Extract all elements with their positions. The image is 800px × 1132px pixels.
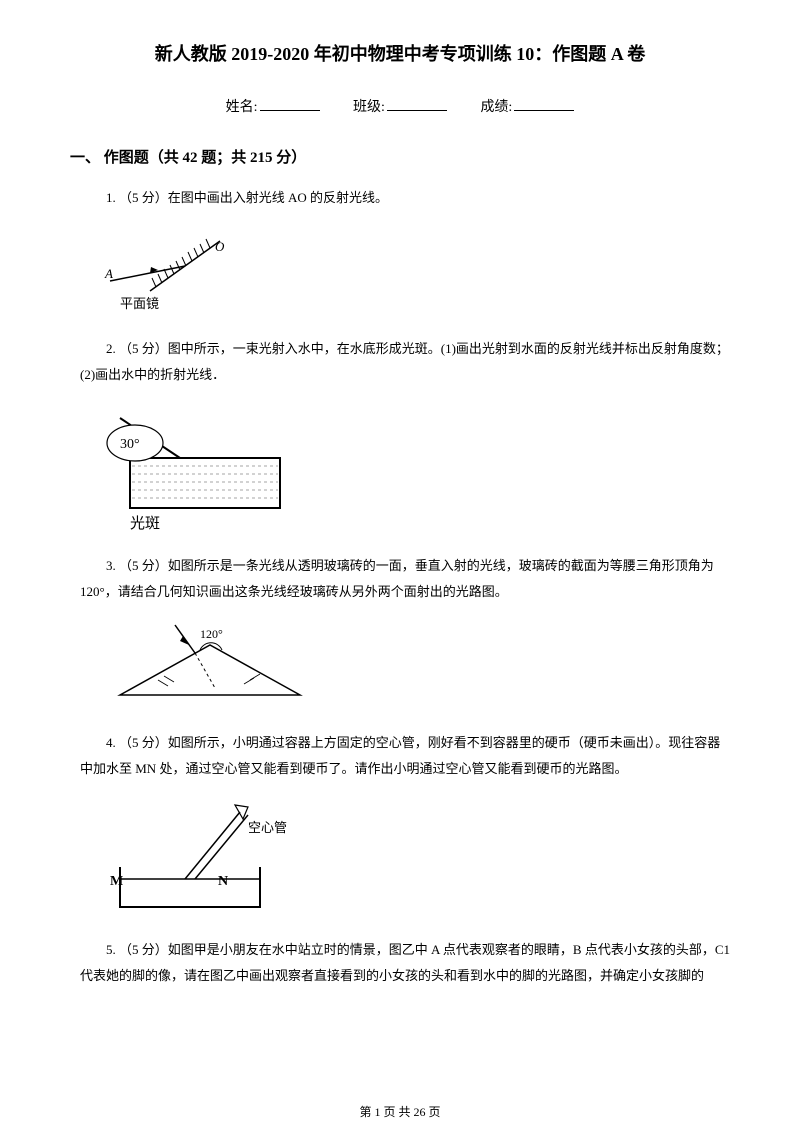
fig4-n: N xyxy=(218,874,228,889)
fig3-angle: 120° xyxy=(200,627,223,641)
question-5: 5. （5 分）如图甲是小朋友在水中站立时的情景，图乙中 A 点代表观察者的眼睛… xyxy=(70,937,730,989)
score-label: 成绩: xyxy=(480,100,512,115)
question-2: 2. （5 分）图中所示，一束光射入水中，在水底形成光斑。(1)画出光射到水面的… xyxy=(70,336,730,388)
fig1-label-a: A xyxy=(104,266,113,281)
fig2-spot: 光斑 xyxy=(130,515,160,532)
page-footer: 第 1 页 共 26 页 xyxy=(0,1103,800,1120)
class-label: 班级: xyxy=(353,100,385,115)
info-line: 姓名: 班级: 成绩: xyxy=(70,96,730,116)
question-3: 3. （5 分）如图所示是一条光线从透明玻璃砖的一面，垂直入射的光线，玻璃砖的截… xyxy=(70,553,730,605)
fig1-label-o: O xyxy=(215,239,225,254)
figure-2: 30° 光斑 xyxy=(100,403,730,533)
question-1: 1. （5 分）在图中画出入射光线 AO 的反射光线。 xyxy=(70,185,730,211)
score-blank xyxy=(514,110,574,111)
question-4: 4. （5 分）如图所示，小明通过容器上方固定的空心管，刚好看不到容器里的硬币（… xyxy=(70,730,730,782)
name-label: 姓名: xyxy=(226,100,258,115)
fig4-m: M xyxy=(110,874,123,889)
fig4-tube: 空心管 xyxy=(248,820,287,835)
fig1-label-mirror: 平面镜 xyxy=(120,296,159,311)
class-blank xyxy=(387,110,447,111)
page-title: 新人教版 2019-2020 年初中物理中考专项训练 10：作图题 A 卷 xyxy=(70,40,730,66)
section-header: 一、 作图题（共 42 题；共 215 分） xyxy=(70,146,730,167)
fig2-angle: 30° xyxy=(120,437,140,452)
name-blank xyxy=(260,110,320,111)
figure-3: 120° xyxy=(100,620,730,710)
figure-4: 空心管 M N xyxy=(100,797,730,917)
figure-1: A O 平面镜 xyxy=(100,226,730,316)
